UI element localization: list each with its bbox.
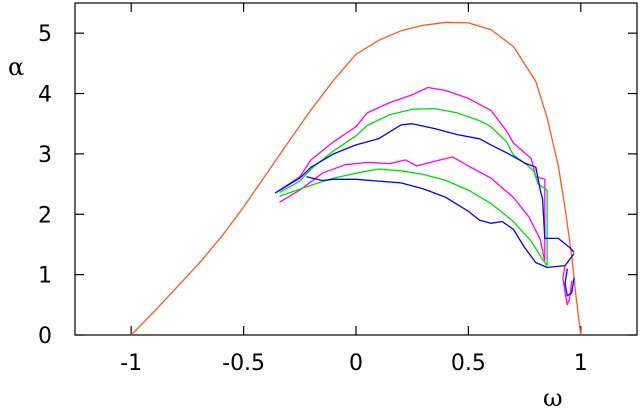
x-tick-label: -1 [120, 351, 142, 376]
y-axis-title: α [8, 53, 24, 81]
series-line-6 [306, 176, 575, 269]
series-line-2 [279, 107, 548, 266]
series-line-3 [274, 123, 575, 253]
y-tick-label: 3 [38, 143, 52, 168]
y-tick-label: 5 [38, 22, 52, 47]
plot-frame [74, 2, 638, 336]
y-tick-label: 2 [38, 203, 52, 228]
x-axis-title: ω [543, 384, 563, 410]
axis-ticks: -1 -0.5 0 0.5 1 0 1 2 3 4 5 [38, 3, 637, 376]
x-tick-label: 1 [574, 351, 588, 376]
y-tick-label: 4 [38, 83, 52, 108]
series-line-1 [279, 86, 546, 260]
series-line-7 [562, 265, 573, 306]
series-line-5 [279, 168, 548, 266]
series-line-8 [564, 268, 575, 297]
y-tick-label: 0 [38, 324, 52, 349]
y-tick-label: 1 [38, 264, 52, 289]
series-group [130, 21, 582, 336]
x-tick-label: 0 [349, 351, 363, 376]
x-tick-label: -0.5 [222, 351, 265, 376]
series-line-0 [130, 21, 582, 336]
series-line-4 [279, 156, 546, 262]
x-tick-label: 0.5 [451, 351, 486, 376]
